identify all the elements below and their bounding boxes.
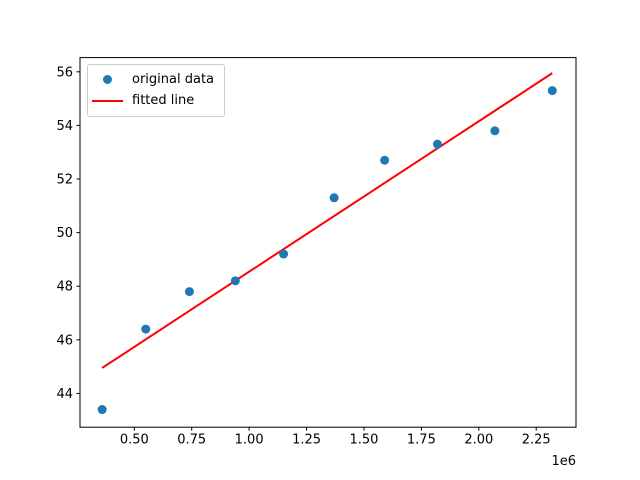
x-tick-label: 2.00 <box>464 433 493 448</box>
y-tick-label: 48 <box>56 280 73 295</box>
data-point <box>432 139 442 149</box>
legend-label-fitted-line: fitted line <box>132 93 195 108</box>
y-tick-label: 54 <box>56 119 73 134</box>
legend-entry-original-data: original data <box>92 69 216 90</box>
scatter-series <box>97 86 557 415</box>
x-tick-label: 0.50 <box>120 433 149 448</box>
x-tick-label: 0.75 <box>177 433 206 448</box>
x-tick-label: 1.25 <box>292 433 321 448</box>
data-point <box>490 126 500 136</box>
y-axis-ticks: 44 46 48 50 52 54 56 <box>56 65 80 402</box>
y-tick-label: 44 <box>56 387 73 402</box>
line-marker-icon <box>92 99 123 102</box>
legend-handle <box>92 75 123 84</box>
legend-handle <box>92 99 123 102</box>
data-point <box>141 324 151 334</box>
y-tick-label: 46 <box>56 333 73 348</box>
x-axis-offset-label: 1e6 <box>551 454 576 469</box>
data-point <box>380 155 390 165</box>
y-tick-label: 56 <box>56 65 73 80</box>
data-point <box>279 249 289 259</box>
legend-entry-fitted-line: fitted line <box>92 90 216 111</box>
scatter-marker-icon <box>103 75 112 84</box>
x-tick-label: 1.00 <box>235 433 264 448</box>
data-point <box>184 287 194 297</box>
x-tick-label: 2.25 <box>522 433 551 448</box>
x-tick-label: 1.75 <box>407 433 436 448</box>
data-point <box>97 405 107 415</box>
legend-label-original-data: original data <box>132 72 215 87</box>
data-point <box>329 193 339 203</box>
x-tick-label: 1.50 <box>349 433 378 448</box>
fitted-line-series <box>101 72 553 369</box>
x-axis-ticks: 0.50 0.75 1.00 1.25 1.50 1.75 2.00 2.25 <box>120 427 551 448</box>
data-point <box>230 276 240 286</box>
legend: original data fitted line <box>87 64 225 117</box>
plot-border <box>79 57 577 428</box>
y-tick-label: 50 <box>56 226 73 241</box>
y-tick-label: 52 <box>56 173 73 188</box>
data-point <box>547 86 557 96</box>
